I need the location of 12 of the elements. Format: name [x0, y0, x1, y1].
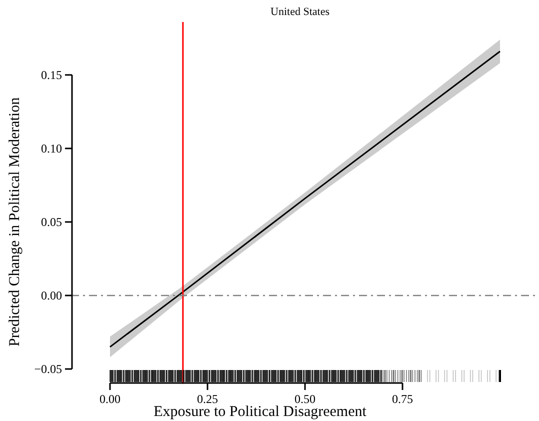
- y-axis-title: Predicted Change in Political Moderation: [7, 96, 23, 347]
- y-tick-label: 0.10: [41, 141, 62, 156]
- x-tick-label: 0.25: [197, 392, 218, 406]
- x-axis-title: Exposure to Political Disagreement: [154, 404, 368, 420]
- y-tick-label: −0.05: [34, 362, 62, 376]
- x-tick-label: 0.50: [294, 392, 316, 406]
- chart-title: United States: [270, 6, 330, 18]
- y-tick-label: 0.00: [41, 288, 62, 302]
- x-tick-label: 0.00: [100, 392, 120, 406]
- x-tick-label: 0.75: [392, 392, 413, 406]
- y-tick-label: 0.15: [41, 68, 62, 82]
- y-tick-label: 0.05: [41, 214, 62, 229]
